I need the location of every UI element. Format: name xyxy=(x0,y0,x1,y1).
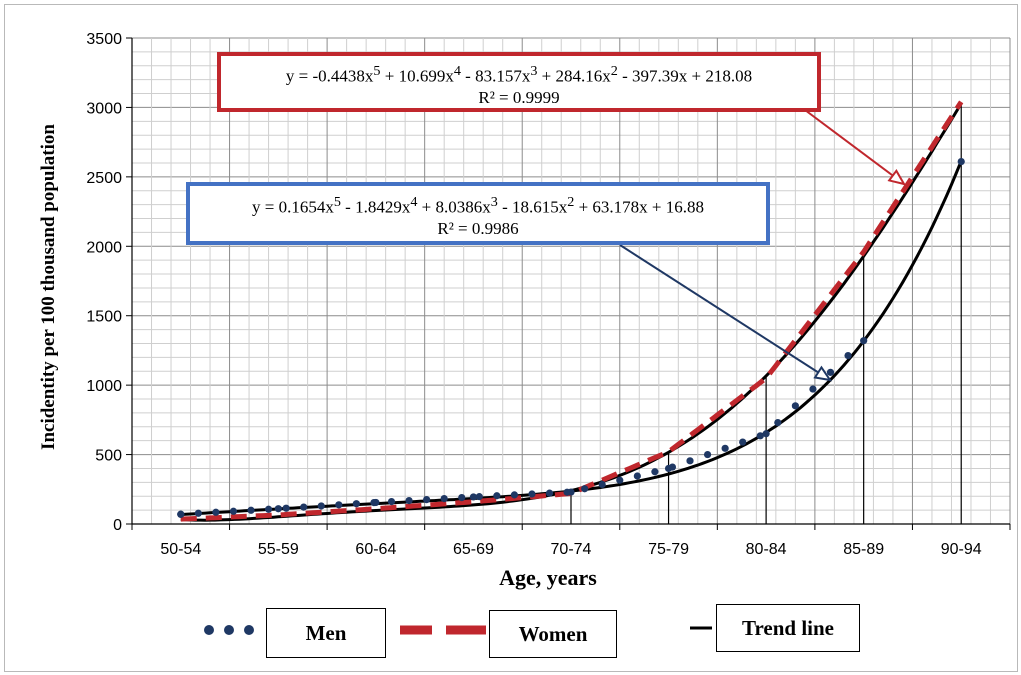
men-data-point xyxy=(274,505,282,513)
y-tick-label: 3000 xyxy=(86,100,122,117)
men-dot xyxy=(282,504,290,512)
men-data-point xyxy=(469,493,478,501)
men-dot xyxy=(633,472,641,480)
men-data-point xyxy=(762,430,770,438)
men-dot xyxy=(809,385,817,393)
men-dot xyxy=(581,485,589,493)
men-dot xyxy=(826,368,835,376)
men-dot xyxy=(721,444,729,452)
men-dot xyxy=(440,494,448,503)
men-dot xyxy=(739,438,747,446)
drop-lines xyxy=(570,103,962,524)
legend-trend-label: Trend line xyxy=(716,604,860,652)
men-dot xyxy=(844,351,852,360)
men-data-point xyxy=(664,464,673,473)
series-women-line xyxy=(180,100,964,522)
axes: 0 500 1000 1500 2000 2500 3000 3500 50-54 55-59 60… xyxy=(86,31,1011,558)
women-equation-box: y = -0.4438x5 + 10.699x4 - 83.157x3 + 28… xyxy=(217,52,821,112)
men-dot xyxy=(598,480,606,489)
men-dot xyxy=(212,508,220,516)
y-tick-label: 500 xyxy=(95,448,122,465)
men-dot xyxy=(194,509,202,517)
men-dot xyxy=(264,505,273,513)
men-dot xyxy=(335,501,343,509)
men-dot xyxy=(387,497,396,506)
men-data-point xyxy=(860,337,868,345)
women-equation: y = -0.4438x5 + 10.699x4 - 83.157x3 + 28… xyxy=(285,63,753,86)
men-dot xyxy=(703,450,712,459)
men-equation-box: y = 0.1654x5 - 1.8429x4 + 8.0386x3 - 18.… xyxy=(186,182,770,245)
series xyxy=(177,100,965,522)
y-tick-label: 1000 xyxy=(86,378,122,395)
men-dot xyxy=(458,493,466,502)
x-tick-label: 60-64 xyxy=(355,541,396,558)
men-dot xyxy=(317,502,325,510)
y-tick-label: 2500 xyxy=(86,170,122,187)
men-dot xyxy=(616,476,624,484)
annotation-arrows xyxy=(619,109,907,382)
men-dot xyxy=(651,468,659,476)
men-dot xyxy=(756,432,764,440)
y-tick-label: 2000 xyxy=(86,239,122,256)
y-tick-label: 1500 xyxy=(86,309,122,326)
chart-frame xyxy=(4,4,1018,672)
men-equation: y = 0.1654x5 - 1.8429x4 + 8.0386x3 - 18.… xyxy=(251,194,705,217)
men-dot xyxy=(510,491,519,499)
women-annotation-arrow xyxy=(804,109,907,186)
men-data-point xyxy=(567,488,575,496)
men-dot xyxy=(493,492,501,500)
men-data-point xyxy=(177,510,185,518)
men-dot xyxy=(528,490,536,498)
x-tick-label: 75-79 xyxy=(648,541,689,558)
y-tick-label: 0 xyxy=(113,517,122,534)
x-axis-label: Age, years xyxy=(499,565,597,590)
x-tick-label: 50-54 xyxy=(160,541,201,558)
legend-men-label: Men xyxy=(266,608,386,658)
x-tick-label: 80-84 xyxy=(746,541,787,558)
men-dot xyxy=(405,496,413,505)
men-dot xyxy=(774,418,782,427)
x-tick-label: 65-69 xyxy=(453,541,494,558)
x-tick-label: 90-94 xyxy=(941,541,982,558)
x-tick-label: 70-74 xyxy=(551,541,592,558)
men-dot xyxy=(300,503,308,511)
y-axis-label: Incidentity per 100 thousand population xyxy=(38,124,59,450)
men-dot xyxy=(352,500,360,508)
x-tick-label: 55-59 xyxy=(258,541,299,558)
men-annotation-arrow xyxy=(619,244,833,382)
legend-women-label: Women xyxy=(489,610,617,658)
men-dot xyxy=(545,489,554,497)
x-tick-label: 85-89 xyxy=(843,541,884,558)
men-dot xyxy=(229,507,238,515)
y-tick-label: 3500 xyxy=(86,31,122,48)
men-r-squared: R² = 0.9986 xyxy=(437,218,519,238)
men-dot xyxy=(247,506,255,514)
men-dot xyxy=(475,493,483,501)
men-data-point xyxy=(372,498,380,507)
men-dot xyxy=(423,495,431,504)
men-dot xyxy=(791,402,799,410)
women-r-squared: R² = 0.9999 xyxy=(478,87,560,107)
men-data-point xyxy=(957,157,965,166)
men-dot xyxy=(686,457,694,465)
